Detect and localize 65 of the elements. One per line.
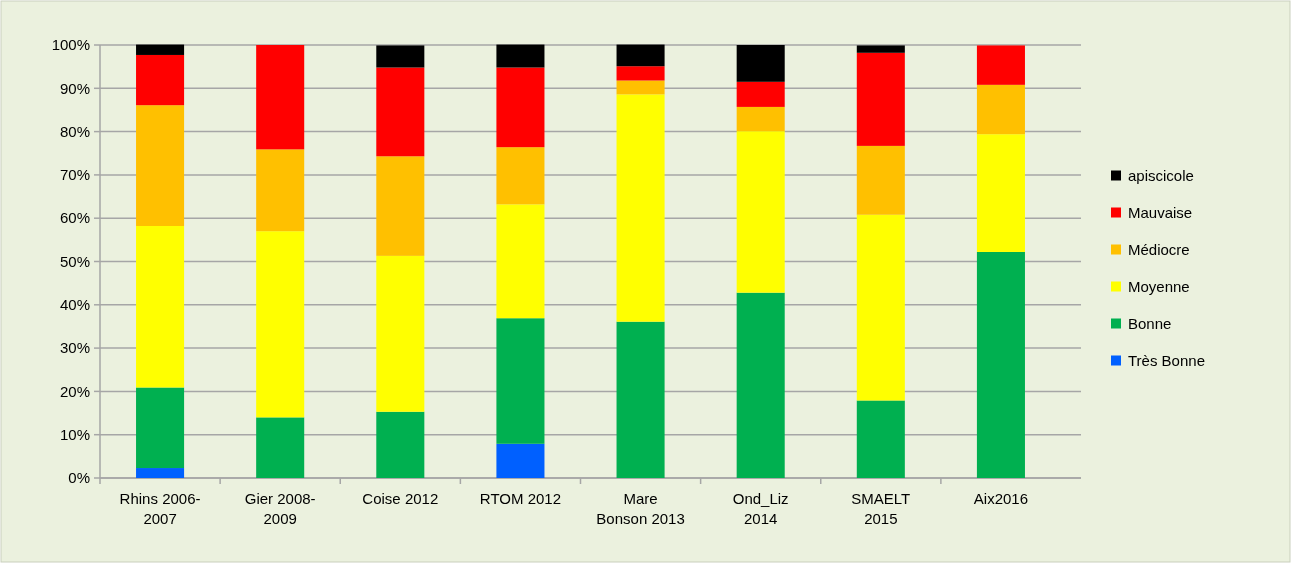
bar: [736, 131, 785, 293]
bar: [976, 84, 1025, 135]
y-tick-label: 60%: [59, 209, 90, 227]
bar: [736, 81, 785, 107]
bar: [376, 411, 425, 478]
bar: [736, 292, 785, 478]
y-tick-label: 50%: [59, 252, 90, 270]
bar: [376, 45, 425, 68]
y-tick-label: 90%: [59, 79, 90, 97]
x-tick-label: Mare Bonson 2013: [596, 490, 685, 527]
bar: [496, 67, 545, 148]
bar: [256, 417, 305, 478]
legend-label: Mauvaise: [1128, 203, 1193, 221]
bar: [616, 94, 665, 322]
x-tick-label: Aix2016: [973, 490, 1029, 507]
bar: [856, 52, 905, 146]
y-tick-label: 70%: [59, 166, 90, 184]
bar: [496, 204, 545, 319]
bar: [136, 387, 185, 469]
bar: [976, 45, 1025, 85]
bar: [376, 67, 425, 157]
legend-label: Très Bonne: [1128, 351, 1205, 369]
bar: [616, 66, 665, 81]
bar: [616, 321, 665, 478]
y-tick-label: 10%: [59, 425, 90, 443]
bar: [376, 255, 425, 412]
bar: [496, 443, 545, 478]
bar: [616, 80, 665, 95]
legend-label: Médiocre: [1128, 240, 1190, 258]
y-tick-label: 0%: [68, 469, 90, 487]
bar: [376, 156, 425, 256]
x-tick-label: Coise 2012: [362, 490, 439, 507]
bar: [856, 400, 905, 478]
legend-label: Moyenne: [1128, 277, 1190, 295]
bar: [856, 214, 905, 401]
bar: [136, 225, 185, 388]
x-tick-label: Ond_Liz 2014: [732, 490, 789, 527]
bar: [736, 106, 785, 132]
y-tick-label: 30%: [59, 339, 90, 357]
bar: [736, 45, 785, 82]
bar: [136, 54, 185, 106]
bar: [136, 105, 185, 226]
bar: [856, 145, 905, 215]
x-tick-label: SMAELT 2015: [851, 490, 911, 527]
bar: [496, 44, 545, 68]
bar: [496, 147, 545, 205]
legend-label: Bonne: [1128, 314, 1172, 332]
bar: [136, 44, 185, 55]
bar: [256, 149, 305, 232]
legend-label: apiscicole: [1128, 166, 1194, 184]
x-tick-label: Gier 2008-2009: [244, 490, 316, 527]
y-tick-label: 80%: [59, 122, 90, 140]
bar: [976, 134, 1025, 252]
bar: [496, 318, 545, 444]
bar: [856, 45, 905, 53]
bar: [976, 251, 1025, 478]
bar: [256, 45, 305, 150]
bar: [616, 44, 665, 67]
y-tick-label: 20%: [59, 382, 90, 400]
x-tick-label: RTOM 2012: [479, 490, 562, 507]
y-tick-label: 100%: [51, 36, 90, 54]
bar: [256, 231, 305, 418]
y-tick-label: 40%: [59, 296, 90, 314]
bar: [136, 468, 185, 478]
x-tick-label: Rhins 2006-2007: [119, 490, 201, 527]
